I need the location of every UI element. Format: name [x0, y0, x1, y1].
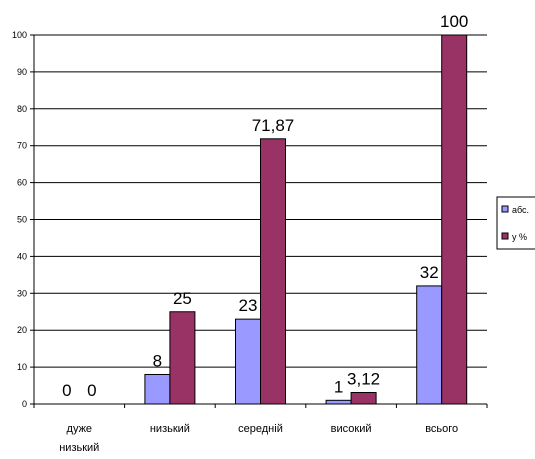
bar-abs — [325, 399, 352, 405]
x-category-label: високий — [331, 423, 372, 435]
y-tick-label: 40 — [17, 251, 27, 261]
legend-swatch — [501, 232, 509, 240]
bar-abs — [416, 285, 443, 405]
data-label: 100 — [440, 12, 468, 31]
y-tick-label: 70 — [17, 141, 27, 151]
y-axis-ticks: 0 10 20 30 40 50 60 70 80 90 100 — [12, 30, 34, 409]
data-label: 23 — [239, 296, 258, 315]
bar-percent — [441, 34, 468, 405]
data-label: 25 — [173, 289, 192, 308]
y-tick-label: 10 — [17, 362, 27, 372]
y-tick-label: 30 — [17, 288, 27, 298]
bar-abs — [235, 318, 261, 405]
x-category-label: дуже — [67, 423, 93, 435]
y-tick-label: 20 — [17, 325, 27, 335]
y-tick-label: 0 — [22, 399, 27, 409]
y-tick-label: 100 — [12, 30, 27, 40]
y-tick-label: 50 — [17, 215, 27, 225]
legend-label: абс. — [512, 205, 529, 215]
x-category-label: середній — [238, 423, 283, 435]
bar-percent — [350, 391, 377, 405]
data-label: 1 — [334, 377, 343, 396]
data-label: 0 — [87, 381, 96, 400]
legend-swatch — [501, 205, 509, 213]
x-category-label: всього — [425, 423, 458, 435]
data-labels: 0 8 23 1 32 0 25 71,87 3,12 100 — [62, 12, 468, 400]
x-category-label: низький — [59, 442, 99, 454]
data-label: 71,87 — [252, 116, 295, 135]
data-label: 32 — [420, 263, 439, 282]
bars — [144, 34, 468, 405]
x-axis-categories: дуже низький низький середній високий всього — [59, 423, 458, 454]
legend-label: у % — [512, 232, 527, 242]
y-tick-label: 60 — [17, 178, 27, 188]
x-category-label: низький — [150, 423, 190, 435]
axes — [33, 35, 488, 408]
y-tick-label: 80 — [17, 104, 27, 114]
y-tick-label: 90 — [17, 67, 27, 77]
data-label: 3,12 — [347, 369, 380, 388]
bar-abs — [144, 373, 171, 405]
bar-percent — [260, 138, 286, 405]
data-label: 0 — [62, 381, 71, 400]
bar-percent — [169, 311, 196, 405]
data-label: 8 — [153, 351, 162, 370]
legend: абс. у % — [496, 196, 535, 250]
